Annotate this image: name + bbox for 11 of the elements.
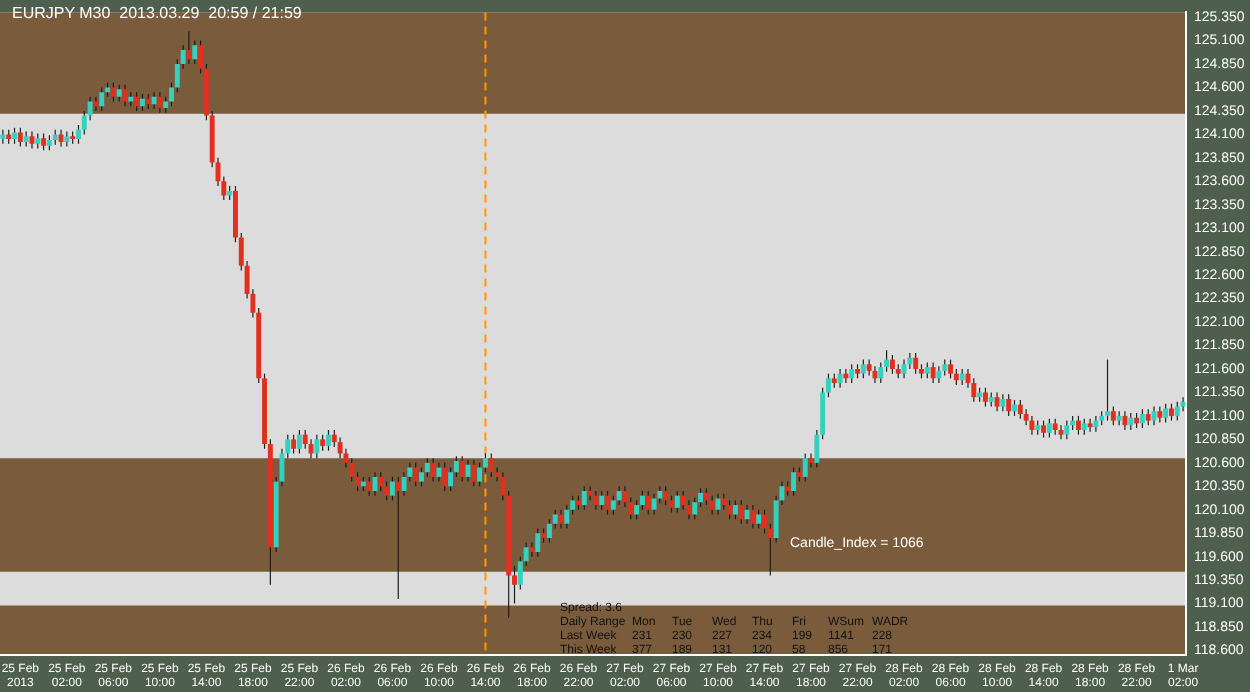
candlestick [186, 31, 192, 65]
candlestick [1087, 418, 1093, 432]
candlestick [1029, 415, 1035, 435]
candlestick [529, 542, 535, 557]
candlestick [58, 129, 64, 147]
candlestick [744, 505, 750, 524]
candlestick [872, 366, 878, 384]
chart-title: EURJPY M30 2013.03.29 20:59 / 21:59 [12, 4, 303, 23]
candlestick [151, 92, 157, 110]
candlestick [1122, 411, 1128, 430]
candlestick [436, 462, 442, 482]
